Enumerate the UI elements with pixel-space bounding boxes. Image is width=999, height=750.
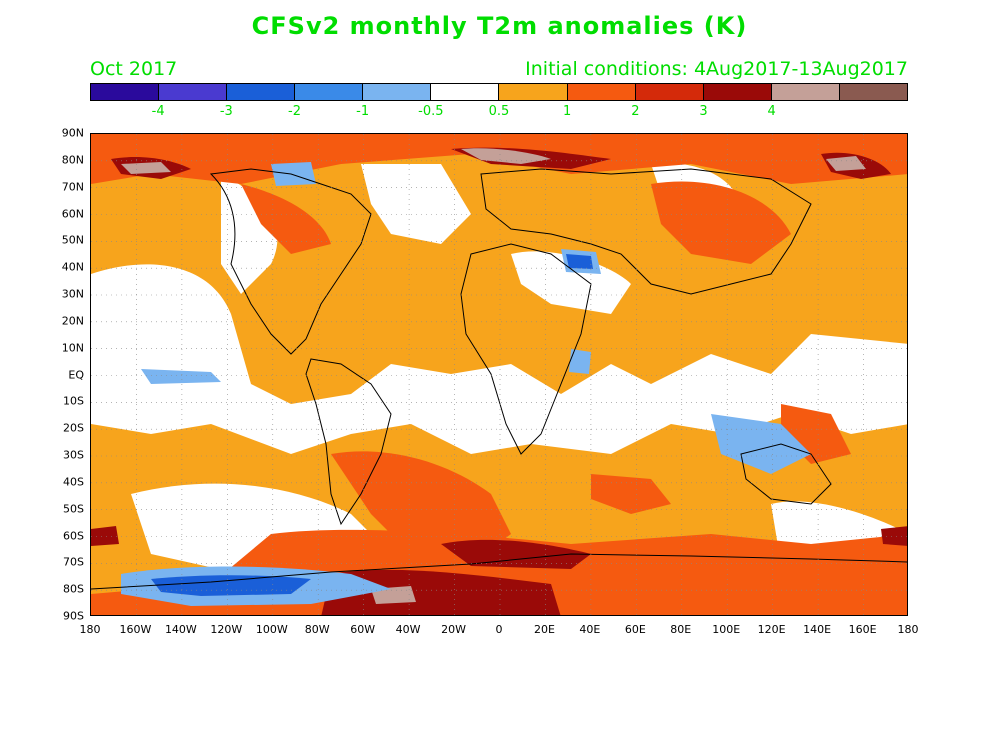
latitude-label: 40S [63, 475, 84, 489]
color-bar-label: -0.5 [418, 104, 444, 119]
longitude-label: 180 [897, 623, 919, 636]
longitude-label: 40W [395, 623, 421, 636]
latitude-label: 90N [61, 126, 84, 140]
latitude-label: 90S [63, 609, 84, 623]
color-bar-segment [159, 84, 228, 100]
color-bar-segment [567, 84, 636, 100]
latitude-label: 50S [63, 502, 84, 516]
latitude-label: 10N [61, 341, 84, 355]
initial-conditions: Initial conditions: 4Aug2017-13Aug2017 [525, 58, 908, 80]
color-bar-segment [499, 84, 568, 100]
color-bar-segment [295, 84, 364, 100]
latitude-label: 80S [63, 582, 84, 596]
longitude-label: 160W [119, 623, 152, 636]
map-title: CFSv2 monthly T2m anomalies (K) [251, 12, 748, 40]
longitude-label: 80W [304, 623, 330, 636]
color-bar-segment [91, 84, 160, 100]
color-bar-label: -3 [219, 104, 233, 119]
color-bar [90, 83, 908, 101]
longitude-label: 160E [848, 623, 877, 636]
latitude-label: 60S [63, 529, 84, 542]
color-bar-label: 2 [631, 104, 640, 119]
color-bar-segment [431, 84, 500, 100]
latitude-label: 80N [61, 153, 84, 167]
longitude-label: 60W [350, 623, 376, 636]
color-bar-segment [839, 84, 907, 100]
longitude-label: 180 [79, 623, 101, 636]
anomaly-map [90, 133, 908, 616]
longitude-label: 80E [670, 623, 692, 636]
color-bar-label: -1 [356, 104, 370, 119]
color-bar-segment [771, 84, 840, 100]
longitude-label: 100W [255, 623, 288, 636]
latitude-label: 10S [63, 394, 84, 408]
color-bar-label: 0.5 [488, 104, 510, 119]
longitude-label: 60E [624, 623, 646, 636]
longitude-label: 0 [495, 623, 503, 636]
coastlines [91, 168, 907, 590]
latitude-label: EQ [68, 368, 84, 381]
longitude-label: 40E [579, 623, 601, 636]
longitude-label: 120E [757, 623, 786, 636]
color-bar-segment [635, 84, 704, 100]
latitude-label: 60N [61, 207, 84, 220]
latitude-label: 40N [61, 260, 84, 274]
latitude-label: 30N [61, 287, 84, 301]
longitude-label: 120W [210, 623, 243, 636]
color-bar-segment [703, 84, 772, 100]
grid-lines [91, 134, 907, 615]
forecast-month: Oct 2017 [90, 58, 178, 80]
latitude-label: 30S [63, 448, 84, 462]
latitude-label: 50N [61, 233, 84, 247]
longitude-label: 20E [533, 623, 555, 636]
latitude-label: 20N [61, 314, 84, 328]
color-bar-label: 4 [767, 104, 776, 119]
color-bar-label: 3 [699, 104, 708, 119]
color-bar-label: -4 [151, 104, 165, 119]
color-bar-label: 1 [563, 104, 572, 119]
color-bar-segment [363, 84, 432, 100]
latitude-label: 70N [61, 180, 84, 194]
latitude-label: 70S [63, 555, 84, 569]
color-bar-label: -2 [288, 104, 301, 119]
longitude-label: 100E [712, 623, 741, 636]
longitude-label: 20W [441, 623, 466, 636]
color-bar-segment [227, 84, 296, 100]
strong-cool-regions [151, 254, 593, 596]
latitude-label: 20S [63, 421, 84, 435]
longitude-label: 140E [803, 623, 832, 636]
longitude-label: 140W [164, 623, 197, 636]
